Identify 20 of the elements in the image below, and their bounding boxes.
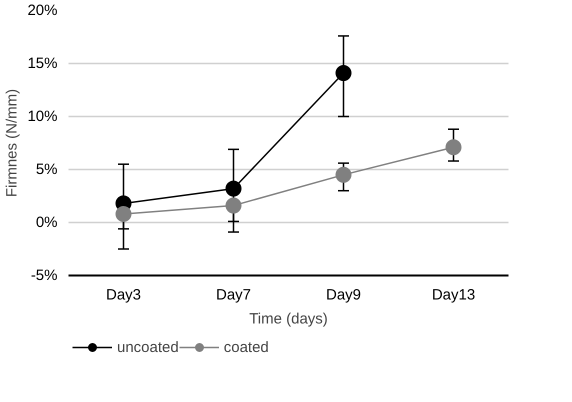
x-tick-label: Day9 <box>326 286 362 304</box>
point <box>226 198 242 214</box>
legend-label: coated <box>224 338 269 356</box>
y-tick-label: -5% <box>30 267 58 284</box>
legend-label: uncoated <box>117 338 179 356</box>
y-tick-label: 0% <box>36 214 58 231</box>
y-tick-label: 10% <box>27 108 58 125</box>
y-tick-label: 5% <box>36 161 58 178</box>
x-axis-title: Time (days) <box>249 310 328 328</box>
point <box>116 206 132 222</box>
y-tick-label: 15% <box>27 55 58 72</box>
y-axis-title: Firmnes (N/mm) <box>3 88 20 198</box>
y-tick-label: 20% <box>27 2 58 19</box>
x-tick-label: Day3 <box>106 286 142 304</box>
point <box>336 166 352 183</box>
point <box>226 180 242 197</box>
x-tick-label: Day13 <box>432 286 476 304</box>
x-tick-label: Day7 <box>216 286 252 304</box>
point <box>446 139 462 156</box>
point <box>336 65 352 82</box>
